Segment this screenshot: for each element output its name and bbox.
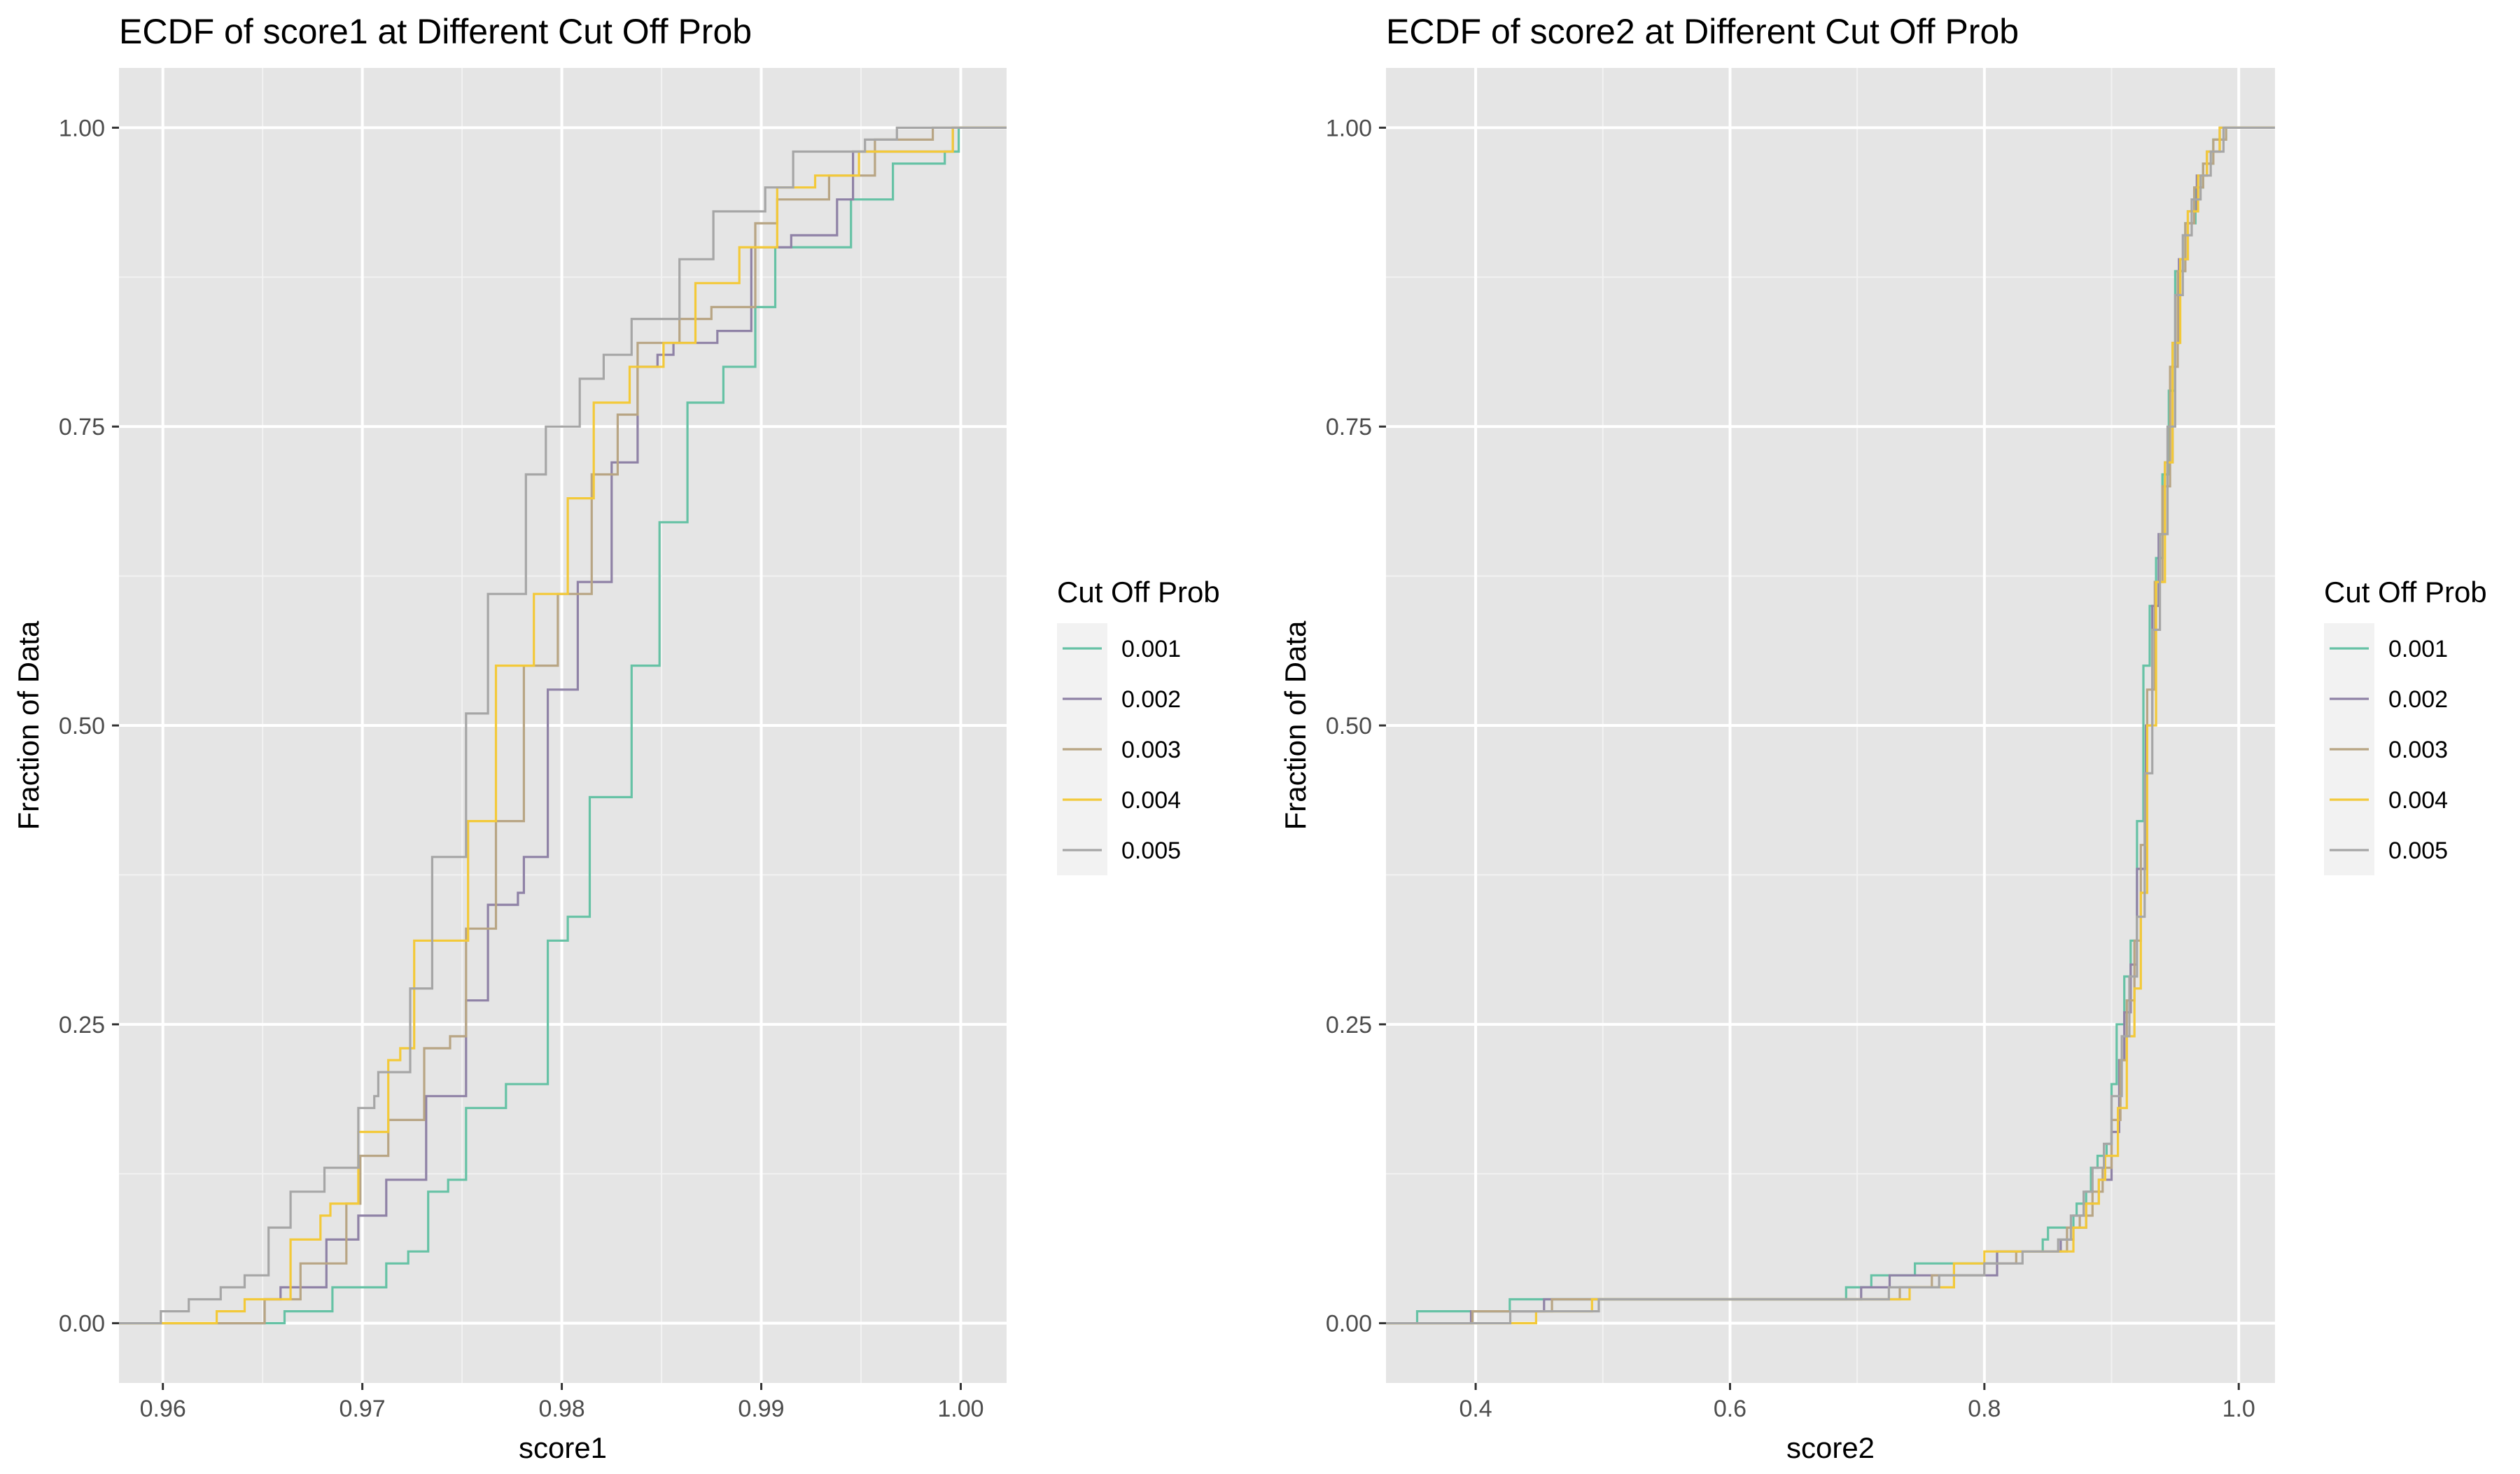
legend-label-0.002: 0.002 — [2388, 686, 2448, 713]
x-tick-label: 1.0 — [2222, 1396, 2255, 1422]
legend-label-0.004: 0.004 — [1121, 787, 1181, 814]
x-tick-label: 0.4 — [1459, 1396, 1492, 1422]
y-axis-label: Fraction of Data — [1279, 620, 1312, 830]
series-group — [1386, 126, 2275, 1325]
chart-panel-1: ECDF of score1 at Different Cut Off Prob… — [12, 12, 1220, 1464]
y-tick-label: 1.00 — [1326, 115, 1372, 141]
series-line-0.001 — [119, 126, 1007, 1325]
x-tick-label: 0.99 — [738, 1396, 784, 1422]
legend-label-0.001: 0.001 — [1121, 636, 1181, 662]
y-axis-label: Fraction of Data — [12, 620, 45, 830]
legend-label-0.001: 0.001 — [2388, 636, 2448, 662]
x-axis-label: score2 — [1786, 1431, 1875, 1464]
y-tick-label: 1.00 — [59, 115, 105, 141]
y-tick-label: 0.50 — [59, 713, 105, 739]
series-group — [119, 126, 1007, 1325]
series-line-0.005 — [119, 126, 1007, 1325]
legend-label-0.005: 0.005 — [1121, 837, 1181, 864]
legend-title: Cut Off Prob — [1057, 576, 1220, 609]
legend: Cut Off Prob 0.001 0.002 0.003 0.004 0.005 — [2324, 576, 2487, 875]
x-tick-label: 0.96 — [140, 1396, 186, 1422]
series-line-0.002 — [119, 126, 1007, 1325]
legend-label-0.004: 0.004 — [2388, 787, 2448, 814]
x-tick-label: 0.97 — [340, 1396, 386, 1422]
series-line-0.005 — [1386, 126, 2275, 1325]
chart-title: ECDF of score1 at Different Cut Off Prob — [119, 12, 752, 51]
legend-label-0.003: 0.003 — [1121, 737, 1181, 763]
chart-panel-2: ECDF of score2 at Different Cut Off Prob… — [1279, 12, 2487, 1464]
legend-label-0.002: 0.002 — [1121, 686, 1181, 713]
y-tick-label: 0.75 — [59, 414, 105, 440]
x-tick-label: 0.98 — [538, 1396, 584, 1422]
y-tick-label: 0.75 — [1326, 414, 1372, 440]
legend-title: Cut Off Prob — [2324, 576, 2487, 609]
series-line-0.004 — [119, 126, 1007, 1325]
y-tick-label: 0.25 — [1326, 1012, 1372, 1038]
y-tick-label: 0.00 — [59, 1311, 105, 1337]
x-axis-label: score1 — [519, 1431, 607, 1464]
x-tick-label: 0.6 — [1714, 1396, 1746, 1422]
legend-label-0.003: 0.003 — [2388, 737, 2448, 763]
y-tick-label: 0.00 — [1326, 1311, 1372, 1337]
legend: Cut Off Prob 0.001 0.002 0.003 0.004 0.005 — [1057, 576, 1220, 875]
y-tick-label: 0.25 — [59, 1012, 105, 1038]
y-tick-label: 0.50 — [1326, 713, 1372, 739]
x-tick-label: 1.00 — [937, 1396, 983, 1422]
legend-label-0.005: 0.005 — [2388, 837, 2448, 864]
x-tick-label: 0.8 — [1968, 1396, 2001, 1422]
chart-title: ECDF of score2 at Different Cut Off Prob — [1386, 12, 2019, 51]
